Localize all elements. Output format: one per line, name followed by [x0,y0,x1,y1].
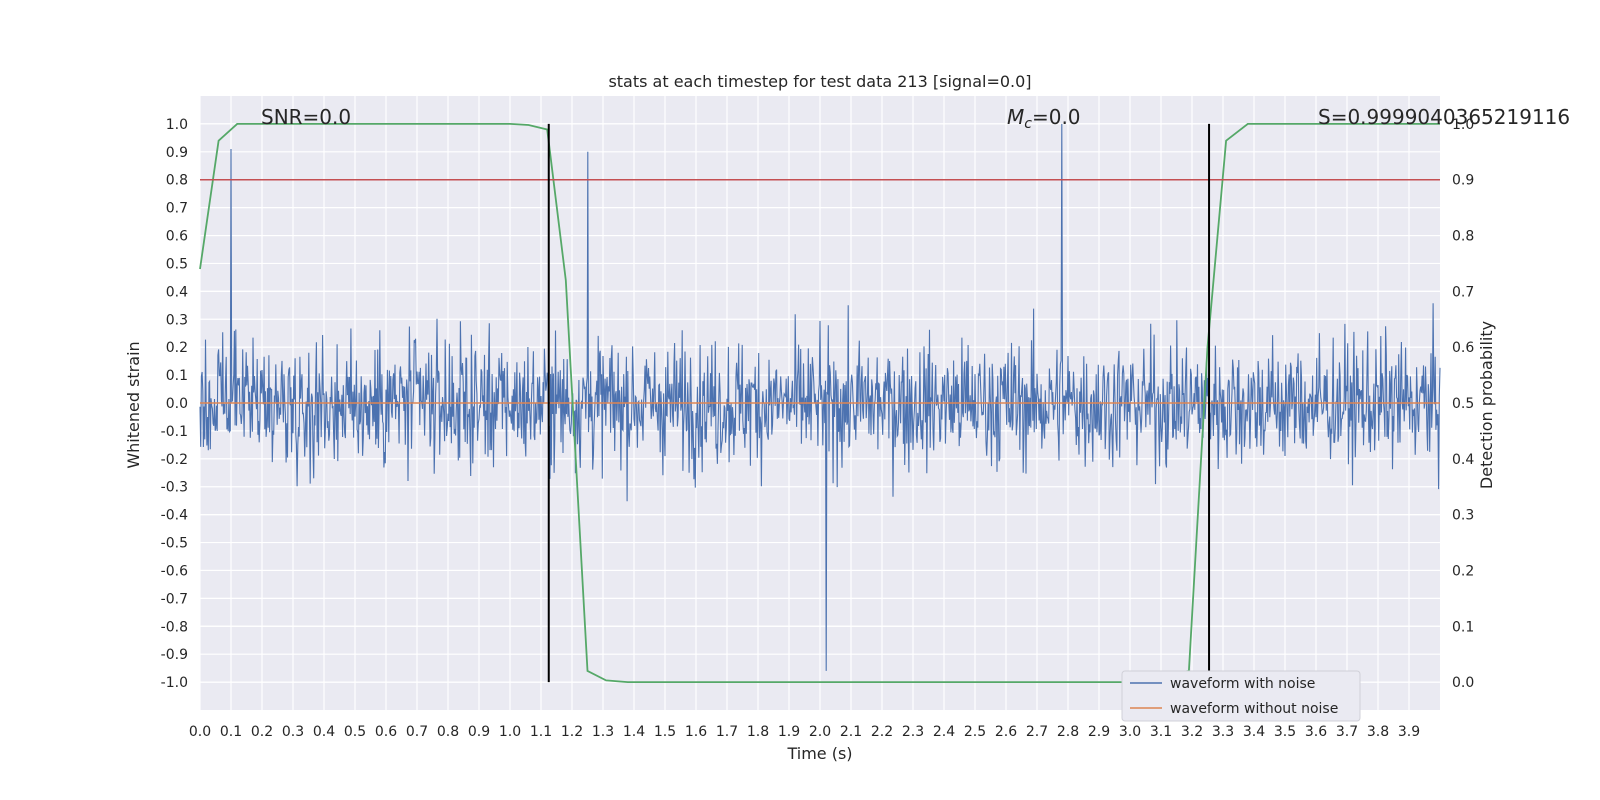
x-tick-label: 1.5 [654,724,676,740]
y-tick-label: -0.9 [161,647,188,663]
x-tick-label: 0.8 [437,724,459,740]
y-axis-ticks: 1.0 0.9 0.8 0.7 0.6 0.5 0.4 0.3 0.2 0.1 0.0 -0.1 -0.… [161,117,188,691]
y2-tick-label: 0.3 [1452,508,1474,524]
x-tick-label: 3.5 [1274,724,1296,740]
x-tick-label: 2.2 [871,724,893,740]
y-tick-label: 1.0 [166,117,188,133]
x-tick-label: 3.4 [1243,724,1265,740]
x-tick-label: 0.5 [344,724,366,740]
y2-tick-label: 0.2 [1452,563,1474,579]
mc-symbol: M [1007,105,1024,129]
x-tick-label: 0.1 [220,724,242,740]
x-tick-label: 3.0 [1119,724,1141,740]
x-tick-label: 2.6 [995,724,1017,740]
y-tick-label: 0.5 [166,256,188,272]
x-tick-label: 1.6 [685,724,707,740]
s-annotation: S=0.9999040365219116 [1318,105,1570,129]
x-tick-label: 1.4 [623,724,645,740]
series-group [199,123,1441,683]
y-tick-label: 0.8 [166,173,188,189]
x-tick-label: 0.0 [189,724,211,740]
y-tick-label: -0.6 [161,563,188,579]
y-tick-label: -0.8 [161,619,188,635]
y2-tick-label: 0.7 [1452,284,1474,300]
x-tick-label: 1.8 [747,724,769,740]
x-tick-label: 3.9 [1398,724,1420,740]
x-tick-label: 1.0 [499,724,521,740]
y2-tick-label: 0.8 [1452,229,1474,245]
x-tick-label: 0.3 [282,724,304,740]
y-tick-label: 0.9 [166,145,188,161]
y2-tick-label: 0.4 [1452,452,1474,468]
x-tick-label: 1.9 [778,724,800,740]
y-tick-label: -0.2 [161,452,188,468]
x-tick-label: 1.3 [592,724,614,740]
y-tick-label: 0.3 [166,312,188,328]
x-tick-label: 3.8 [1367,724,1389,740]
legend-box [1121,670,1361,722]
x-tick-label: 3.1 [1150,724,1172,740]
x-tick-label: 2.1 [840,724,862,740]
y-tick-label: 0.6 [166,229,188,245]
y-tick-label: 0.0 [166,396,188,412]
x-tick-label: 3.6 [1305,724,1327,740]
x-tick-label: 0.7 [406,724,428,740]
x-tick-label: 2.9 [1088,724,1110,740]
y-tick-label: -1.0 [161,675,188,691]
y2-tick-label: 0.1 [1452,619,1474,635]
x-tick-label: 2.0 [809,724,831,740]
x-axis-ticks: 0.0 0.1 0.2 0.3 0.4 0.5 0.6 0.7 0.8 0.9 1.0 1.1 1.2 1… [189,724,1420,740]
y2-tick-label: 0.9 [1452,173,1474,189]
x-axis-label: Time (s) [786,744,852,763]
y2-tick-label: 0.0 [1452,675,1474,691]
x-tick-label: 1.7 [716,724,738,740]
x-tick-label: 0.9 [468,724,490,740]
x-tick-label: 2.8 [1057,724,1079,740]
y-tick-label: 0.4 [166,284,188,300]
y-tick-label: 0.2 [166,340,188,356]
x-tick-label: 3.3 [1212,724,1234,740]
x-tick-label: 0.6 [375,724,397,740]
y-tick-label: -0.3 [161,480,188,496]
y2-tick-label: 0.6 [1452,340,1474,356]
y-axis-label: Whitened strain [124,341,143,468]
mc-annotation: Mc=0.0 [1007,105,1081,132]
y-tick-label: -0.7 [161,591,188,607]
series-detection-probability [199,123,1440,683]
y2-tick-label: 1.0 [1452,117,1474,133]
legend-label-noise: waveform with noise [1170,676,1315,692]
x-tick-label: 2.7 [1026,724,1048,740]
series-waveform-with-noise [199,123,1441,671]
legend-label-clean: waveform without noise [1170,701,1338,717]
x-tick-label: 3.2 [1181,724,1203,740]
legend: waveform with noise waveform without noi… [1121,670,1361,722]
x-tick-label: 1.2 [561,724,583,740]
x-tick-label: 0.4 [313,724,335,740]
x-tick-label: 3.7 [1336,724,1358,740]
chart-title: stats at each timestep for test data 213… [608,72,1031,91]
y2-axis-ticks: 1.0 0.9 0.8 0.7 0.6 0.5 0.4 0.3 0.2 0.1 0.0 [1452,117,1474,691]
snr-annotation: SNR=0.0 [261,105,351,129]
x-tick-label: 2.4 [933,724,955,740]
y-tick-label: 0.7 [166,201,188,217]
y-tick-label: -0.4 [161,508,188,524]
y2-tick-label: 0.5 [1452,396,1474,412]
mc-subscript: c [1024,116,1032,132]
y-tick-label: -0.1 [161,424,188,440]
mc-value: =0.0 [1032,105,1081,129]
x-tick-label: 1.1 [530,724,552,740]
y-tick-label: -0.5 [161,536,188,552]
y-tick-label: 0.1 [166,368,188,384]
x-tick-label: 2.5 [964,724,986,740]
y2-axis-label: Detection probability [1477,321,1496,489]
x-tick-label: 0.2 [251,724,273,740]
x-tick-label: 2.3 [902,724,924,740]
